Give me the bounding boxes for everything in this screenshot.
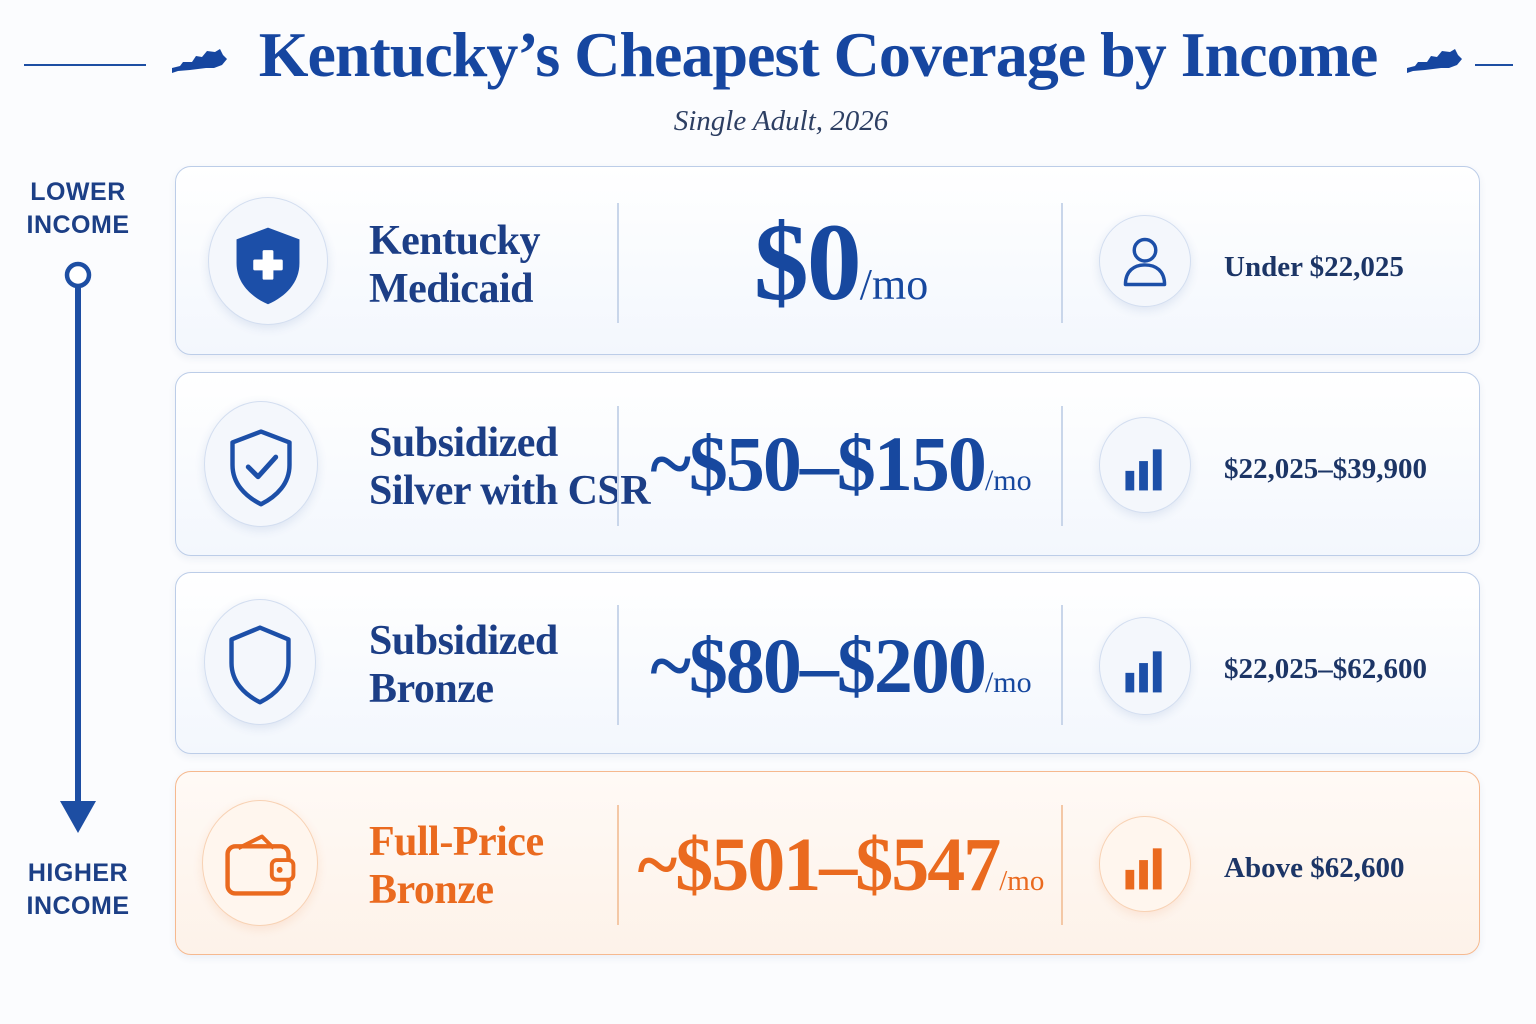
plan-card-medicaid: Kentucky Medicaid $0/mo Under $22,025 [175, 166, 1480, 355]
price-period: /mo [984, 666, 1032, 699]
plan-price: ~$50–$150/mo [621, 423, 1061, 527]
plan-name-line: Bronze [369, 666, 494, 712]
axis-label-line: INCOME [26, 892, 130, 920]
header: Kentucky’s Cheapest Coverage by Income S… [0, 0, 1536, 160]
plan-name: Subsidized Bronze [369, 617, 558, 713]
plan-name: Kentucky Medicaid [369, 217, 541, 313]
title-rule-left [24, 64, 146, 66]
price-amount: ~$80–$200 [650, 622, 987, 709]
plan-card-full-price-bronze: Full-Price Bronze ~$501–$547/mo Above $6… [175, 771, 1480, 955]
income-arrow [60, 261, 96, 833]
axis-label-line: HIGHER [27, 859, 129, 887]
divider [617, 605, 619, 725]
plan-name-line: Medicaid [369, 266, 533, 312]
price-amount: ~$50–$150 [650, 420, 987, 507]
title-rule-right [1475, 64, 1513, 66]
bar-chart-icon [1099, 617, 1191, 715]
price-amount: ~$501–$547 [637, 823, 1002, 907]
kentucky-map-icon [172, 49, 227, 73]
shield-outline-icon [204, 599, 316, 725]
axis-label-line: INCOME [26, 211, 130, 239]
shield-check-icon [204, 401, 318, 527]
page-title: Kentucky’s Cheapest Coverage by Income [258, 19, 1379, 90]
divider [1061, 203, 1063, 323]
plan-name-line: Silver with CSR [369, 468, 651, 514]
shield-plus-icon [208, 197, 328, 325]
price-amount: $0 [753, 201, 862, 323]
plan-card-silver-csr: Subsidized Silver with CSR ~$50–$150/mo … [175, 372, 1480, 556]
divider [617, 805, 619, 925]
plan-price: ~$80–$200/mo [621, 625, 1061, 729]
plan-name-line: Bronze [369, 867, 494, 913]
income-range: $22,025–$62,600 [1224, 653, 1427, 685]
axis-label-line: LOWER [30, 178, 126, 206]
divider [617, 203, 619, 323]
plan-price: $0/mo [621, 207, 1061, 350]
divider [1061, 406, 1063, 526]
income-range: Above $62,600 [1224, 852, 1405, 884]
income-range: Under $22,025 [1224, 251, 1404, 283]
person-icon [1099, 215, 1191, 307]
plan-price: ~$501–$547/mo [621, 824, 1061, 927]
plan-name: Subsidized Silver with CSR [369, 419, 651, 515]
price-period: /mo [999, 865, 1045, 897]
kentucky-map-icon [1407, 49, 1462, 73]
bar-chart-icon [1099, 816, 1191, 912]
axis-label-higher-income: HIGHER INCOME [18, 857, 138, 923]
price-period: /mo [984, 464, 1032, 497]
axis-label-lower-income: LOWER INCOME [18, 176, 138, 242]
plan-name-line: Full-Price [369, 819, 544, 865]
plan-name-line: Subsidized [369, 420, 558, 466]
divider [617, 406, 619, 526]
divider [1061, 805, 1063, 925]
page-subtitle: Single Adult, 2026 [673, 105, 889, 137]
income-range: $22,025–$39,900 [1224, 453, 1427, 485]
plan-name-line: Kentucky [369, 218, 541, 264]
divider [1061, 605, 1063, 725]
wallet-icon [202, 800, 318, 926]
plan-card-subsidized-bronze: Subsidized Bronze ~$80–$200/mo $22,025–$… [175, 572, 1480, 754]
plan-name-line: Subsidized [369, 618, 558, 664]
price-period: /mo [859, 260, 929, 309]
plan-name: Full-Price Bronze [369, 818, 544, 914]
bar-chart-icon [1099, 417, 1191, 513]
